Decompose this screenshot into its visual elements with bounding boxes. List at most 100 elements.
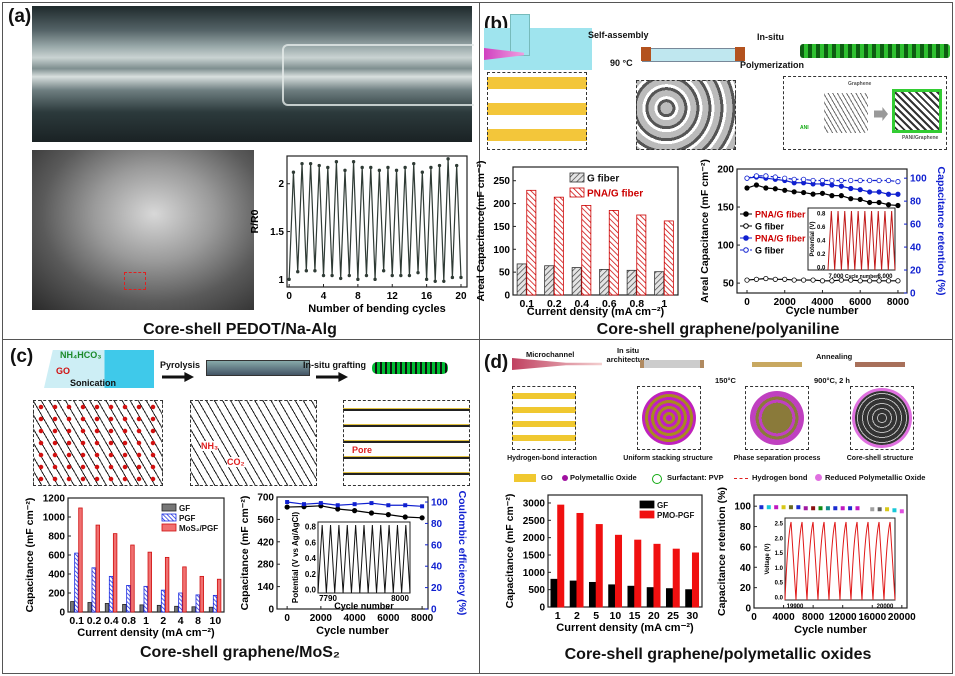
fiber-optical-image — [32, 6, 474, 142]
chart-c-line: 0 140 280 420 560 700 0 20 40 60 80 100 Cycle number… — [239, 491, 468, 637]
y-tick-label: 3000 — [523, 498, 546, 509]
inset-curve — [827, 210, 896, 271]
legend-go-label: GO — [541, 473, 553, 482]
bar-pgf — [143, 585, 148, 613]
inset-y-tick-label: 0.0 — [775, 596, 784, 602]
legend-reduced-oxide-label: Reduced Polymetallic Oxide — [825, 473, 926, 482]
data-point — [368, 510, 375, 516]
data-point — [810, 277, 816, 283]
bar-mos-pgf — [95, 524, 100, 613]
data-point — [381, 269, 386, 273]
x-tick-label: 15 — [629, 610, 641, 622]
chart-c-bar: 0 200 400 600 800 1000 1200 Current density (mA… — [24, 494, 225, 639]
data-point — [419, 515, 425, 521]
x-tick-label: 20 — [648, 610, 660, 622]
inset-y-tick-label: 0.8 — [817, 212, 826, 218]
bar-g-fiber — [654, 271, 665, 296]
sonication-label: Sonication — [70, 378, 117, 388]
y-tick-label: 800 — [48, 532, 65, 543]
bar-pna-g-fiber — [636, 214, 647, 296]
temperature-label: 90 °C — [610, 58, 633, 68]
data-point — [386, 165, 390, 170]
inset-y-axis-label: Potential (V vs Ag/AgCl) — [291, 512, 300, 604]
x-tick-label: 1 — [555, 610, 561, 622]
grafting-label: In-situ grafting — [303, 360, 366, 370]
legend-label: PNA/G fiber — [587, 189, 643, 200]
capillary-tip — [282, 44, 474, 106]
x-tick-label: 0.2 — [87, 615, 102, 627]
bar-g-fiber — [626, 269, 637, 296]
y2-tick-label: 40 — [910, 243, 922, 254]
x-tick-label: 8000 — [887, 297, 910, 308]
inset-y-tick-label: 2.5 — [775, 522, 784, 528]
x-tick-label: 1 — [143, 615, 149, 627]
data-point — [857, 187, 863, 193]
data-point — [321, 273, 326, 278]
data-point — [838, 183, 844, 189]
chart-d-line: 0 20 40 60 80 100 Cycle number Capacitance rete… — [716, 487, 916, 636]
plot-frame — [753, 494, 908, 609]
data-point — [343, 168, 347, 173]
bar-pgf — [195, 594, 200, 613]
data-point — [420, 504, 425, 509]
inset-y-tick-label: 0.2 — [817, 252, 826, 258]
data-point — [885, 191, 892, 197]
y-tick-label: 200 — [48, 589, 65, 600]
data-point — [287, 277, 291, 282]
data-point — [801, 176, 807, 182]
y2-tick-label: 80 — [910, 197, 922, 208]
bar-pgf — [91, 567, 96, 613]
data-point — [885, 202, 892, 208]
data-point — [819, 177, 826, 184]
x-tick-label: 4000 — [811, 297, 834, 308]
x-tick-label: 0 — [284, 613, 290, 624]
data-point — [296, 270, 300, 274]
x-tick-label: 20 — [455, 291, 467, 302]
bar-pna-g-fiber — [608, 210, 619, 296]
data-point — [399, 273, 403, 278]
data-point — [876, 189, 882, 195]
inset-y-tick-label: 1.5 — [775, 551, 784, 557]
legend-go-swatch — [514, 474, 536, 482]
data-point — [459, 275, 463, 280]
bar-mos-pgf — [130, 544, 135, 613]
x-tick-label: 8 — [355, 291, 361, 302]
data-point — [838, 193, 844, 199]
y-tick-label: 1000 — [523, 568, 546, 579]
bar-pmo-pgf — [595, 524, 603, 608]
data-point — [308, 161, 313, 166]
inset-x-axis-label: Cycle number — [334, 601, 394, 611]
porous-graphene-inset: NH₃ CO₂ — [190, 400, 317, 486]
legend-label: PGF — [179, 514, 196, 523]
data-point — [811, 506, 816, 511]
data-point — [876, 278, 882, 284]
x-axis-label: Current density (mA cm⁻²) — [556, 622, 694, 634]
data-point — [300, 161, 304, 166]
in-situ-architecture-label: In situ architecture — [606, 346, 650, 364]
legend-pvp-label: Surfactant: PVP — [667, 473, 724, 482]
bar-pna-g-fiber — [526, 189, 537, 296]
data-point — [386, 503, 391, 508]
inset-curve — [784, 521, 896, 601]
y2-tick-label: 100 — [910, 174, 927, 185]
inset-y-tick-label: 1.0 — [775, 566, 784, 572]
series-line — [288, 158, 462, 282]
data-point — [763, 173, 769, 179]
x-tick-label: 30 — [687, 610, 699, 622]
go-lattice-inset — [33, 400, 163, 486]
data-point — [360, 165, 364, 170]
y2-axis-label: Capacitance retention (%) — [935, 167, 947, 296]
x-tick-label: 0 — [751, 612, 757, 623]
y-axis-label: Capacitance (mF cm⁻²) — [504, 494, 516, 609]
data-point — [772, 186, 778, 192]
legend-label: PMO-PGF — [657, 511, 694, 520]
data-point — [848, 177, 854, 184]
inset-y-tick-label: 0.8 — [305, 523, 317, 532]
y-tick-label: 0 — [745, 604, 751, 615]
inset-y-axis-label: Voltage (V) — [765, 544, 771, 575]
data-point — [877, 507, 882, 512]
inset-x-tick-label: 8000 — [391, 594, 409, 603]
x-axis-label: Cycle number — [794, 624, 867, 636]
x-tick-label: 0.1 — [69, 615, 84, 627]
